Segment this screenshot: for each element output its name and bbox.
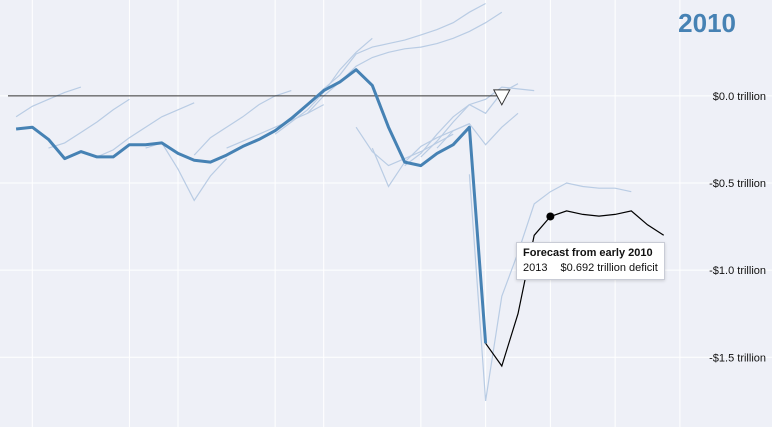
historical-forecast-line — [48, 98, 130, 149]
current-forecast-layer — [485, 210, 665, 368]
y-axis-ticks: $0.0 trillion -$0.5 trillion -$1.0 trillio… — [709, 91, 766, 364]
historical-forecast-line — [96, 102, 195, 158]
year-label: 2010 — [678, 8, 736, 38]
y-tick-label: $0.0 trillion — [713, 91, 766, 103]
historical-forecast-line — [420, 86, 535, 158]
tooltip-title: Forecast from early 2010 — [523, 247, 653, 259]
tooltip-year: 2013 — [523, 262, 548, 274]
actual-deficit-line — [15, 68, 488, 344]
historical-forecast-line — [468, 174, 632, 401]
historical-forecast-line — [15, 86, 82, 118]
tooltip-body: 2013 $0.692 trillion deficit — [523, 262, 658, 274]
forecast-tooltip: Forecast from early 2010 2013 $0.692 tri… — [516, 242, 665, 280]
historical-forecast-line — [307, 11, 503, 114]
y-tick-label: -$0.5 trillion — [709, 178, 766, 190]
historical-forecast-line — [436, 112, 519, 149]
historical-forecast-line — [290, 2, 486, 121]
forecast-highlight-point[interactable] — [546, 212, 555, 221]
historical-forecast-line — [145, 142, 228, 202]
historical-forecasts-layer — [15, 2, 632, 401]
y-tick-label: -$1.0 trillion — [709, 265, 766, 277]
y-tick-label: -$1.5 trillion — [709, 352, 766, 364]
year-marker-triangle[interactable] — [492, 89, 511, 106]
current-forecast-line — [485, 210, 665, 368]
actual-deficit-layer — [15, 68, 488, 344]
tooltip-value: $0.692 trillion deficit — [560, 262, 658, 274]
